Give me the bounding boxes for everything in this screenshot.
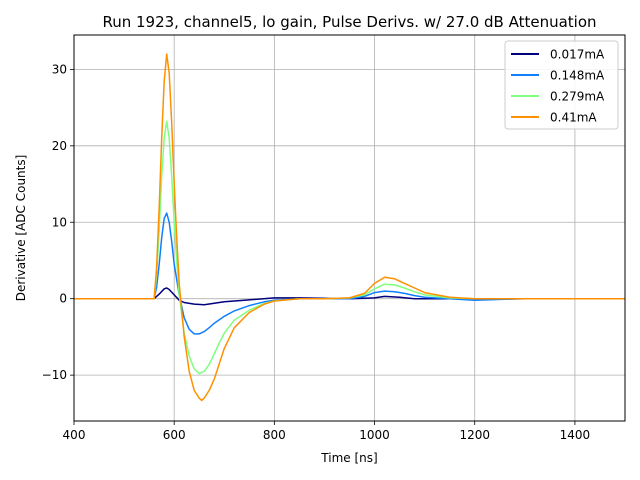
series-line-1 <box>74 212 625 335</box>
legend-label: 0.017mA <box>550 48 605 62</box>
x-tick-label: 800 <box>263 428 286 442</box>
legend-items: 0.017mA 0.148mA 0.279mA 0.41mA <box>511 48 605 125</box>
series-line-3 <box>74 53 625 402</box>
x-tick-label: 1000 <box>359 428 390 442</box>
x-tick-label: 400 <box>63 428 86 442</box>
x-axis-label: Time [ns] <box>320 451 377 465</box>
x-tick-label: 1400 <box>560 428 591 442</box>
legend-box <box>504 40 619 130</box>
y-axis-label: Derivative [ADC Counts] <box>14 155 28 302</box>
x-axis-ticks: 400 600 800 1000 1200 1400 <box>63 421 591 442</box>
plot-frame <box>73 34 626 422</box>
x-tick-label: 1200 <box>459 428 490 442</box>
series-line-0 <box>74 287 625 306</box>
legend-label: 0.41mA <box>550 111 597 125</box>
y-axis-ticks: −10 0 10 20 30 <box>42 62 74 382</box>
chart-title: Run 1923, channel5, lo gain, Pulse Deriv… <box>102 13 596 31</box>
legend: 0.017mA 0.148mA 0.279mA 0.41mA <box>504 40 619 130</box>
y-tick-label: −10 <box>42 368 67 382</box>
y-tick-label: 30 <box>52 62 67 76</box>
series-line-2 <box>74 120 625 375</box>
series-layer <box>74 53 625 402</box>
legend-label: 0.279mA <box>550 90 605 104</box>
legend-label: 0.148mA <box>550 69 605 83</box>
y-tick-label: 20 <box>52 139 67 153</box>
x-tick-label: 600 <box>163 428 186 442</box>
y-tick-label: 0 <box>59 292 67 306</box>
y-tick-label: 10 <box>52 215 67 229</box>
